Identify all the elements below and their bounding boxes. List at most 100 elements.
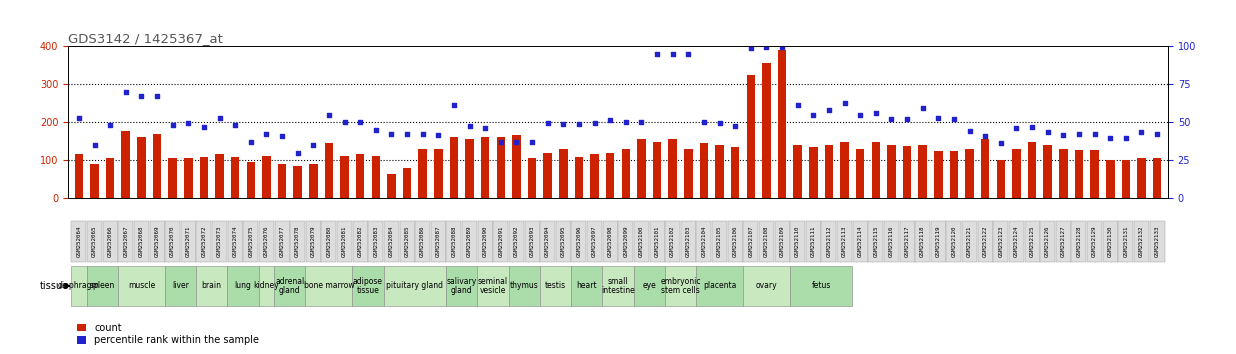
Point [928,115,948,121]
Text: GSM252071: GSM252071 [185,226,190,257]
FancyBboxPatch shape [571,222,586,262]
Point [975,133,995,139]
FancyBboxPatch shape [431,222,446,262]
Text: GSM252091: GSM252091 [498,226,503,257]
Text: lung: lung [235,281,251,290]
Point [460,123,480,129]
FancyBboxPatch shape [618,222,633,262]
Text: adipose
tissue: adipose tissue [353,276,383,295]
Point [178,120,198,126]
Text: GSM252078: GSM252078 [295,226,300,257]
FancyBboxPatch shape [603,222,618,262]
Text: liver: liver [172,281,189,290]
FancyBboxPatch shape [509,222,524,262]
Text: GSM252111: GSM252111 [811,226,816,257]
Bar [840,142,849,198]
FancyBboxPatch shape [540,222,555,262]
Bar [1043,145,1052,198]
Bar [794,145,802,198]
Bar [575,157,583,198]
Point [959,128,979,133]
FancyBboxPatch shape [477,222,493,262]
Bar [763,63,771,198]
Bar [637,139,645,198]
Text: GSM252127: GSM252127 [1060,226,1065,257]
FancyBboxPatch shape [213,222,227,262]
Text: bone marrow: bone marrow [304,281,355,290]
Point [944,116,964,122]
Bar [981,139,990,198]
Bar [1090,149,1099,198]
Text: GSM252080: GSM252080 [326,226,331,257]
Text: GSM252085: GSM252085 [404,226,409,257]
Text: GSM252089: GSM252089 [467,226,472,257]
Bar [465,139,473,198]
Text: testis: testis [545,281,566,290]
FancyBboxPatch shape [1025,222,1039,262]
Bar [137,137,146,198]
Text: fetus: fetus [812,281,831,290]
Text: GSM252119: GSM252119 [936,226,941,257]
Text: GSM252124: GSM252124 [1014,226,1018,257]
Text: kidney: kidney [253,281,279,290]
Bar [528,158,536,198]
FancyBboxPatch shape [759,222,774,262]
Point [382,131,402,137]
FancyBboxPatch shape [446,222,461,262]
Text: GSM252095: GSM252095 [561,226,566,257]
FancyBboxPatch shape [728,222,743,262]
Point [100,122,120,128]
Bar [309,164,318,198]
FancyBboxPatch shape [274,222,289,262]
Text: GSM252120: GSM252120 [952,226,957,257]
FancyBboxPatch shape [869,222,884,262]
Bar [622,149,630,198]
FancyBboxPatch shape [571,266,602,306]
Bar [747,75,755,198]
FancyBboxPatch shape [305,222,321,262]
Text: GSM252076: GSM252076 [265,226,269,257]
Point [366,127,386,132]
FancyBboxPatch shape [337,222,352,262]
Point [397,131,417,136]
Point [756,44,776,50]
Text: GSM252079: GSM252079 [310,226,316,257]
FancyBboxPatch shape [227,222,242,262]
Bar [450,137,459,198]
Bar [387,173,396,198]
Text: GDS3142 / 1425367_at: GDS3142 / 1425367_at [68,32,222,45]
Point [1022,124,1042,130]
Text: brain: brain [201,281,221,290]
Text: muscle: muscle [127,281,154,290]
Text: GSM252129: GSM252129 [1093,226,1098,257]
Legend: count, percentile rank within the sample: count, percentile rank within the sample [73,319,263,349]
FancyBboxPatch shape [1119,222,1133,262]
Point [116,90,136,95]
Text: diaphragm: diaphragm [58,281,100,290]
Bar [168,158,177,198]
Bar [1028,142,1036,198]
FancyBboxPatch shape [775,222,790,262]
Text: GSM252118: GSM252118 [920,226,926,257]
Bar [544,153,552,198]
Text: GSM252081: GSM252081 [342,226,347,257]
Point [507,139,527,145]
FancyBboxPatch shape [477,266,509,306]
FancyBboxPatch shape [352,222,367,262]
Bar [700,143,708,198]
FancyBboxPatch shape [696,266,743,306]
Point [803,112,823,118]
Point [476,125,496,131]
FancyBboxPatch shape [1041,222,1056,262]
Text: GSM252066: GSM252066 [108,226,112,257]
FancyBboxPatch shape [290,222,305,262]
FancyBboxPatch shape [446,266,477,306]
Text: adrenal
gland: adrenal gland [276,276,304,295]
Point [554,121,574,127]
Text: GSM252090: GSM252090 [483,226,488,257]
FancyBboxPatch shape [915,222,931,262]
Bar [824,145,833,198]
FancyBboxPatch shape [994,222,1009,262]
Text: GSM252105: GSM252105 [717,226,722,257]
Point [897,116,917,122]
